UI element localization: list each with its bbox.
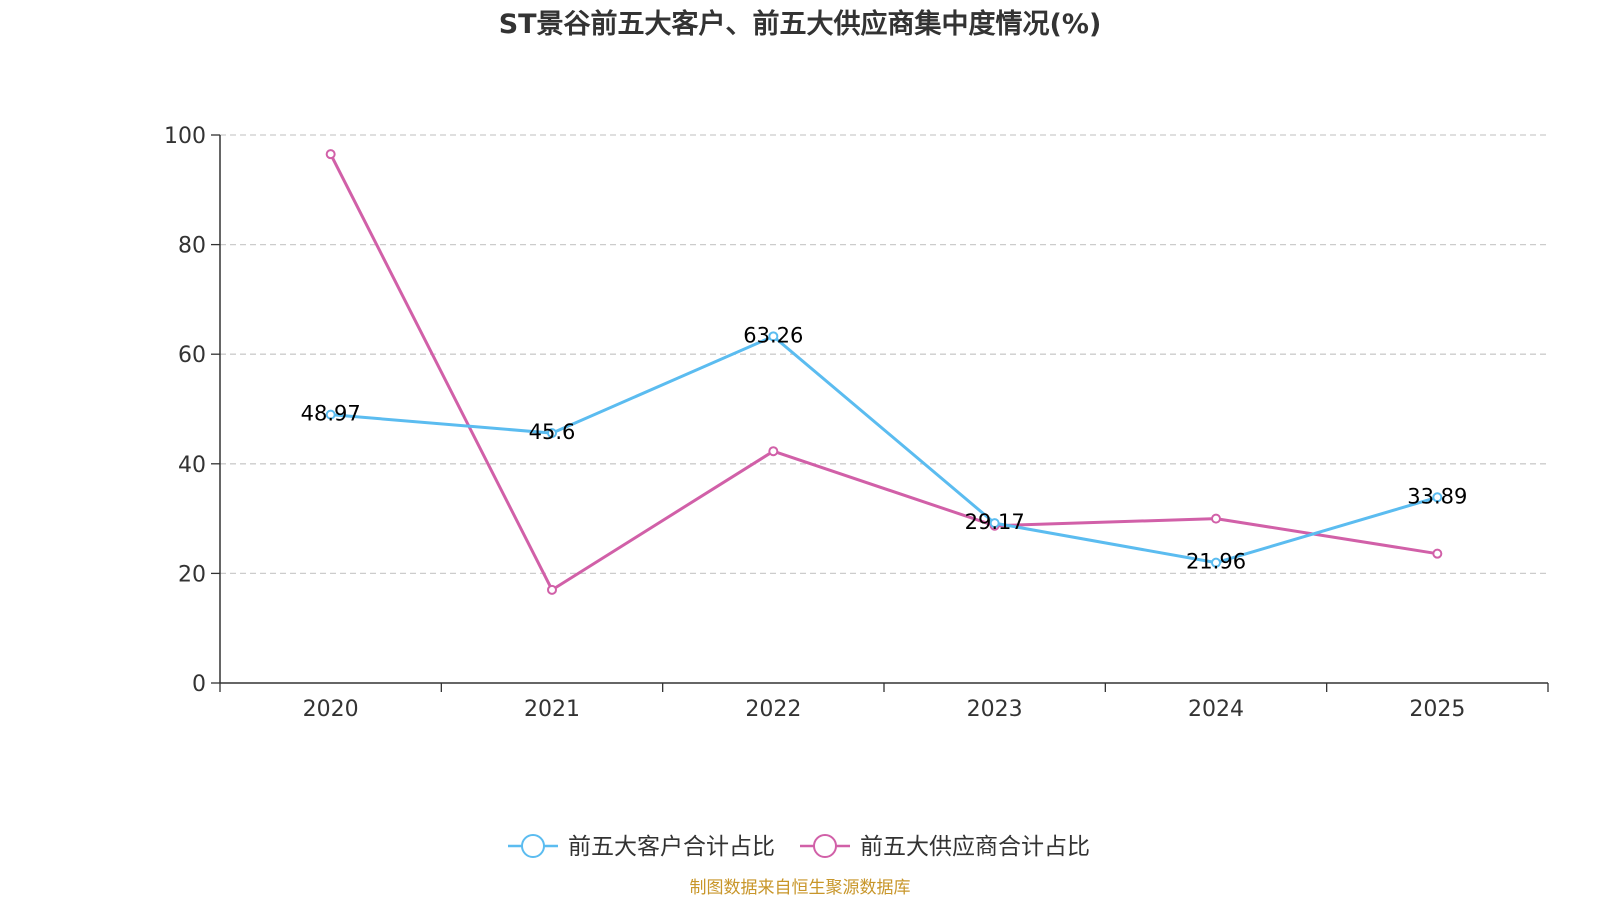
data-point [547, 584, 557, 595]
series-line-1 [330, 334, 1438, 565]
legend-marker-icon [521, 834, 545, 858]
data-label: 33.89 [1407, 484, 1467, 508]
data-point [1211, 557, 1221, 568]
y-tick-label: 100 [164, 124, 206, 149]
data-label: 48.97 [301, 402, 361, 426]
data-label: 21.96 [1186, 550, 1246, 574]
grid-lines [220, 134, 1548, 575]
y-tick-label: 80 [178, 234, 206, 259]
legend-item-1[interactable]: 前五大客户合计占比 [508, 834, 775, 860]
data-point [325, 149, 336, 160]
data-point [1432, 548, 1443, 559]
series-line-2 [329, 153, 1438, 592]
data-point [768, 331, 779, 342]
chart-title: ST景谷前五大客户、前五大供应商集中度情况(%) [499, 8, 1102, 40]
x-tick-label: 2023 [967, 697, 1023, 722]
data-label: 29.17 [965, 510, 1025, 534]
y-tick-label: 20 [178, 562, 206, 587]
data-point [1211, 513, 1221, 524]
data-point [547, 428, 557, 439]
legend[interactable]: 前五大客户合计占比 前五大供应商合计占比 [508, 834, 1090, 860]
legend-label: 前五大客户合计占比 [568, 834, 775, 860]
data-point [989, 518, 1000, 529]
data-label: 45.6 [529, 420, 576, 444]
x-tick-label: 2024 [1188, 697, 1244, 722]
data-labels: 48.97 45.6 63.26 29.17 21.96 33.89 [301, 323, 1468, 573]
source-note: 制图数据来自恒生聚源数据库 [690, 878, 911, 898]
y-tick-label: 60 [178, 343, 206, 368]
axes: 0 20 40 60 80 100 2020 2021 2022 2023 2024 2025 [164, 124, 1549, 722]
data-point [768, 446, 779, 457]
x-tick-label: 2020 [303, 697, 359, 722]
legend-label: 前五大供应商合计占比 [860, 834, 1090, 860]
x-tick-label: 2022 [745, 697, 801, 722]
x-tick-label: 2021 [524, 697, 580, 722]
series-lines [325, 149, 1443, 595]
data-point [325, 409, 336, 420]
legend-item-2[interactable]: 前五大供应商合计占比 [800, 834, 1090, 860]
x-tick-label: 2025 [1409, 697, 1465, 722]
data-label: 63.26 [743, 323, 803, 347]
y-tick-label: 40 [178, 453, 206, 478]
data-point [1432, 492, 1443, 503]
y-tick-label: 0 [192, 672, 206, 697]
legend-marker-icon [813, 834, 837, 858]
